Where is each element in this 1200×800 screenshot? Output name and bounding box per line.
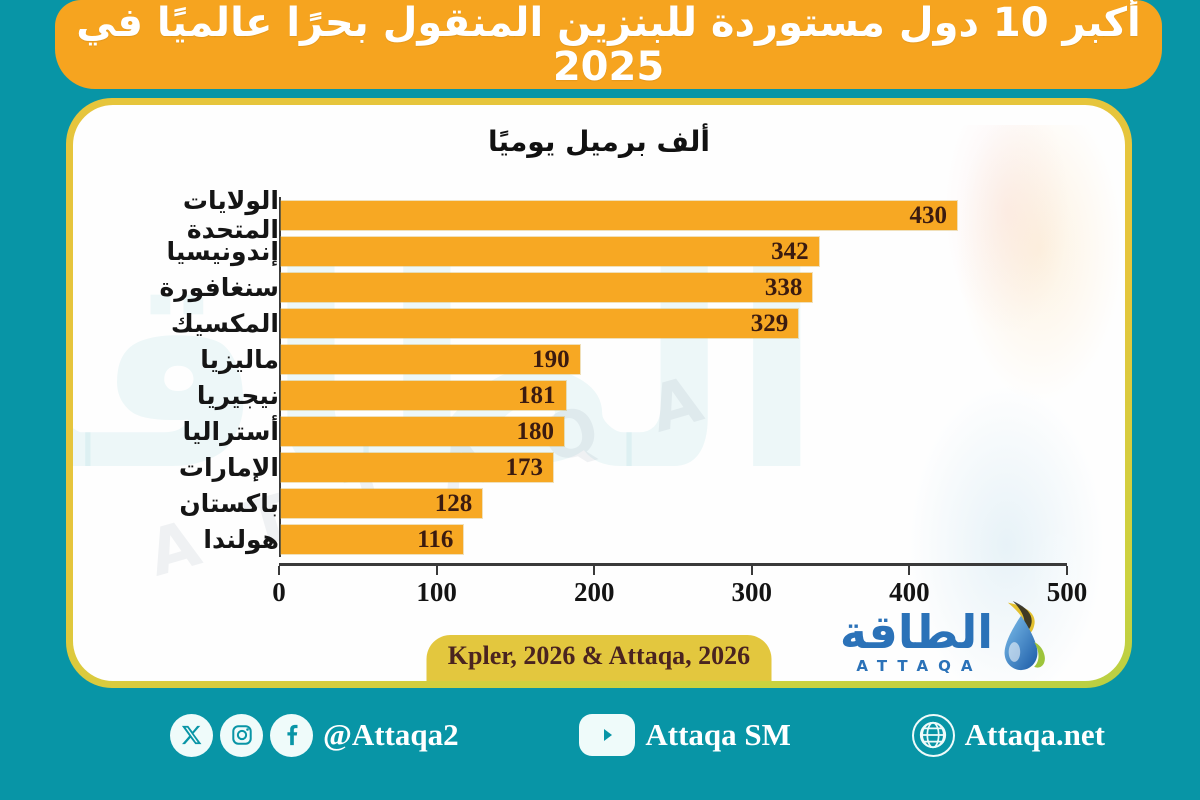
bar-value-label: 430 bbox=[909, 201, 947, 229]
attaqa-logo: الطاقة ATTAQA bbox=[840, 601, 1047, 675]
bar-value-label: 116 bbox=[417, 525, 454, 553]
bar: 329 bbox=[281, 308, 799, 338]
country-label: الإمارات bbox=[178, 452, 279, 482]
bar-value-label: 338 bbox=[764, 273, 803, 301]
country-label: الولايات المتحدة bbox=[182, 186, 279, 244]
country-label: هولندا bbox=[203, 524, 279, 554]
x-axis-tick-mark bbox=[435, 566, 438, 575]
chart-row: ماليزيا 190 bbox=[89, 341, 1067, 377]
bar-track: 180 bbox=[279, 413, 1067, 449]
footer-social-group: @Attaqa2 bbox=[170, 713, 459, 757]
x-axis-tick-mark bbox=[908, 566, 911, 575]
bar: 128 bbox=[281, 488, 483, 518]
bar: 430 bbox=[281, 200, 957, 230]
x-axis-ticks: 0 100 200 300 400 500 bbox=[89, 577, 1087, 611]
bar: 190 bbox=[281, 344, 580, 374]
bar-track: 338 bbox=[279, 269, 1067, 305]
footer-website-group: Attaqa.net bbox=[911, 713, 1105, 757]
instagram-icon[interactable] bbox=[220, 713, 263, 757]
country-label: أستراليا bbox=[182, 416, 279, 446]
bar-value-label: 190 bbox=[532, 345, 570, 373]
bar-track: 430 bbox=[279, 197, 1067, 233]
bar-value-label: 342 bbox=[771, 237, 809, 265]
chart-row: نيجيريا 181 bbox=[89, 377, 1067, 413]
bar-track: 173 bbox=[279, 449, 1067, 485]
bar-track: 181 bbox=[279, 377, 1067, 413]
country-label: المكسيك bbox=[170, 308, 279, 338]
x-axis-tick-mark bbox=[278, 566, 280, 575]
chart-row: الإمارات 173 bbox=[89, 449, 1067, 485]
bar-chart: الولايات المتحدة 430 إندونيسيا 342 سنغاف… bbox=[89, 186, 1088, 611]
axis-spacer bbox=[89, 577, 279, 611]
chart-row: أستراليا 180 bbox=[89, 413, 1067, 449]
chart-row: إندونيسيا 342 bbox=[89, 233, 1067, 269]
social-handle-text: @Attaqa2 bbox=[323, 717, 459, 752]
bar-track: 190 bbox=[279, 341, 1067, 377]
country-label: سنغافورة bbox=[159, 272, 279, 302]
source-text: Kpler, 2026 & Attaqa, 2026 bbox=[447, 641, 751, 670]
x-axis-tick-labels: 0 100 200 300 400 500 bbox=[272, 577, 1087, 611]
bar: 338 bbox=[281, 272, 813, 302]
bar-value-label: 181 bbox=[518, 381, 556, 409]
bar-value-label: 180 bbox=[516, 417, 554, 445]
x-axis-line bbox=[278, 563, 1068, 575]
country-label: ماليزيا bbox=[200, 344, 279, 374]
oil-drop-icon bbox=[1004, 601, 1045, 671]
x-axis-tick-label: 100 bbox=[416, 577, 457, 607]
attaqa-logo-arabic: الطاقة bbox=[839, 605, 993, 660]
x-axis-tick-mark bbox=[593, 566, 596, 575]
bar: 181 bbox=[281, 380, 566, 410]
axis-spacer bbox=[89, 563, 279, 575]
x-axis-tick-label: 300 bbox=[731, 577, 773, 607]
chart-row: المكسيك 329 bbox=[89, 305, 1067, 341]
website-text: Attaqa.net bbox=[964, 717, 1105, 752]
chart-card: الطاقة ATTAQA ألف برميل يوميًا الولايات … bbox=[73, 105, 1125, 681]
chart-row: سنغافورة 338 bbox=[89, 269, 1067, 305]
sm-label-text: Attaqa SM bbox=[645, 717, 791, 752]
bar-track: 128 bbox=[279, 485, 1067, 521]
chart-subtitle: ألف برميل يوميًا bbox=[488, 125, 710, 158]
x-axis bbox=[89, 563, 1068, 575]
chart-row: الولايات المتحدة 430 bbox=[89, 186, 1067, 244]
facebook-icon[interactable] bbox=[270, 713, 313, 757]
attaqa-logo-latin: ATTAQA bbox=[856, 657, 983, 675]
bar-value-label: 329 bbox=[750, 309, 789, 337]
bar-track: 342 bbox=[279, 233, 1067, 269]
x-axis-tick-label: 500 bbox=[1046, 577, 1088, 607]
youtube-icon[interactable] bbox=[579, 714, 636, 756]
bar: 180 bbox=[281, 416, 564, 446]
x-axis-tick-label: 200 bbox=[573, 577, 615, 607]
x-twitter-icon[interactable] bbox=[170, 713, 213, 757]
page-title: أكبر 10 دول مستوردة للبنزين المنقول بحرً… bbox=[76, 0, 1141, 90]
bar-track: 329 bbox=[279, 305, 1067, 341]
bar: 116 bbox=[281, 524, 464, 554]
bar: 342 bbox=[281, 236, 819, 266]
country-label: نيجيريا bbox=[196, 380, 279, 410]
chart-row: هولندا 116 bbox=[89, 521, 1067, 557]
bar-value-label: 128 bbox=[434, 489, 473, 517]
x-axis-tick-label: 400 bbox=[889, 577, 930, 607]
x-axis-tick-mark bbox=[750, 566, 753, 575]
globe-icon[interactable] bbox=[911, 713, 955, 757]
country-label: باكستان bbox=[179, 488, 279, 518]
bar: 173 bbox=[281, 452, 553, 482]
country-label: إندونيسيا bbox=[166, 236, 279, 266]
chart-card-border: الطاقة ATTAQA ألف برميل يوميًا الولايات … bbox=[66, 98, 1132, 688]
chart-row: باكستان 128 bbox=[89, 485, 1067, 521]
bar-value-label: 173 bbox=[505, 453, 543, 481]
source-badge: Kpler, 2026 & Attaqa, 2026 bbox=[426, 635, 772, 681]
footer-youtube-group: Attaqa SM bbox=[579, 714, 791, 756]
title-banner: أكبر 10 دول مستوردة للبنزين المنقول بحرً… bbox=[55, 0, 1162, 89]
bar-track: 116 bbox=[279, 521, 1067, 557]
chart-rows: الولايات المتحدة 430 إندونيسيا 342 سنغاف… bbox=[89, 186, 1067, 557]
x-axis-tick-label: 0 bbox=[272, 577, 286, 607]
x-axis-tick-mark bbox=[1066, 566, 1068, 575]
footer-bar: @Attaqa2 Attaqa SM Attaqa.net bbox=[0, 688, 1200, 800]
